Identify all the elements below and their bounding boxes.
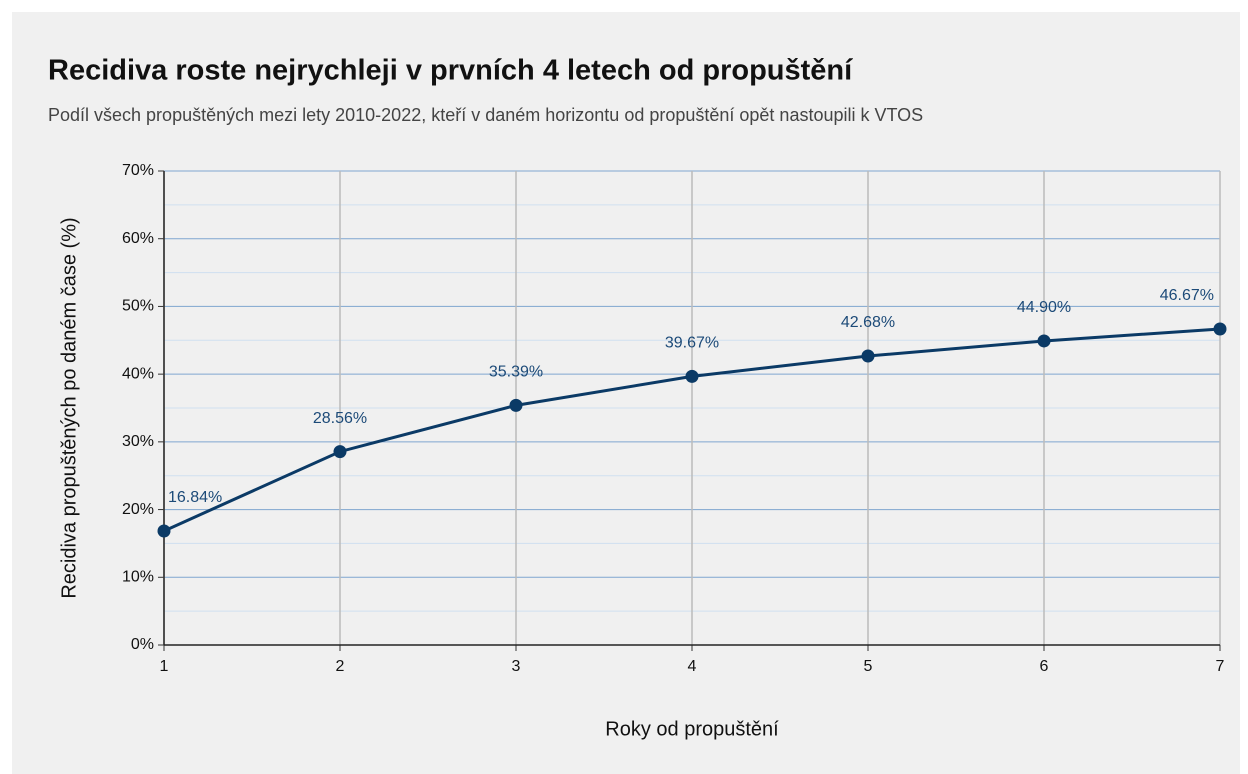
y-tick-label: 10% [122,569,154,586]
point [1213,322,1227,336]
point [685,369,699,383]
x-tick-label: 5 [864,658,873,675]
y-axis-label: Recidiva propuštěných po daném čase (%) [58,217,80,598]
panel [12,12,1240,774]
data-label: 35.39% [489,364,543,381]
point [509,398,523,412]
point [1037,334,1051,348]
y-tick-label: 40% [122,365,154,382]
x-axis-label: Roky od propuštění [605,718,779,740]
data-label: 39.67% [665,335,719,352]
y-tick-label: 30% [122,433,154,450]
point [333,445,347,459]
y-tick-label: 60% [122,230,154,247]
data-label: 44.90% [1017,299,1071,316]
point [157,524,171,538]
x-tick-label: 4 [688,658,697,675]
x-tick-label: 3 [512,658,521,675]
y-tick-label: 0% [131,636,154,653]
y-tick-label: 70% [122,162,154,179]
data-label: 46.67% [1160,287,1214,304]
y-tick-label: 50% [122,298,154,315]
x-tick-label: 1 [160,658,169,675]
x-tick-label: 6 [1040,658,1049,675]
data-label: 28.56% [313,410,367,427]
data-label: 16.84% [168,489,222,506]
data-label: 42.68% [841,314,895,331]
y-tick-label: 20% [122,501,154,518]
chart-title: Recidiva roste nejrychleji v prvních 4 l… [48,55,853,87]
x-tick-label: 7 [1216,658,1225,675]
x-tick-label: 2 [336,658,345,675]
chart-subtitle: Podíl všech propuštěných mezi lety 2010-… [48,105,923,125]
point [861,349,875,363]
